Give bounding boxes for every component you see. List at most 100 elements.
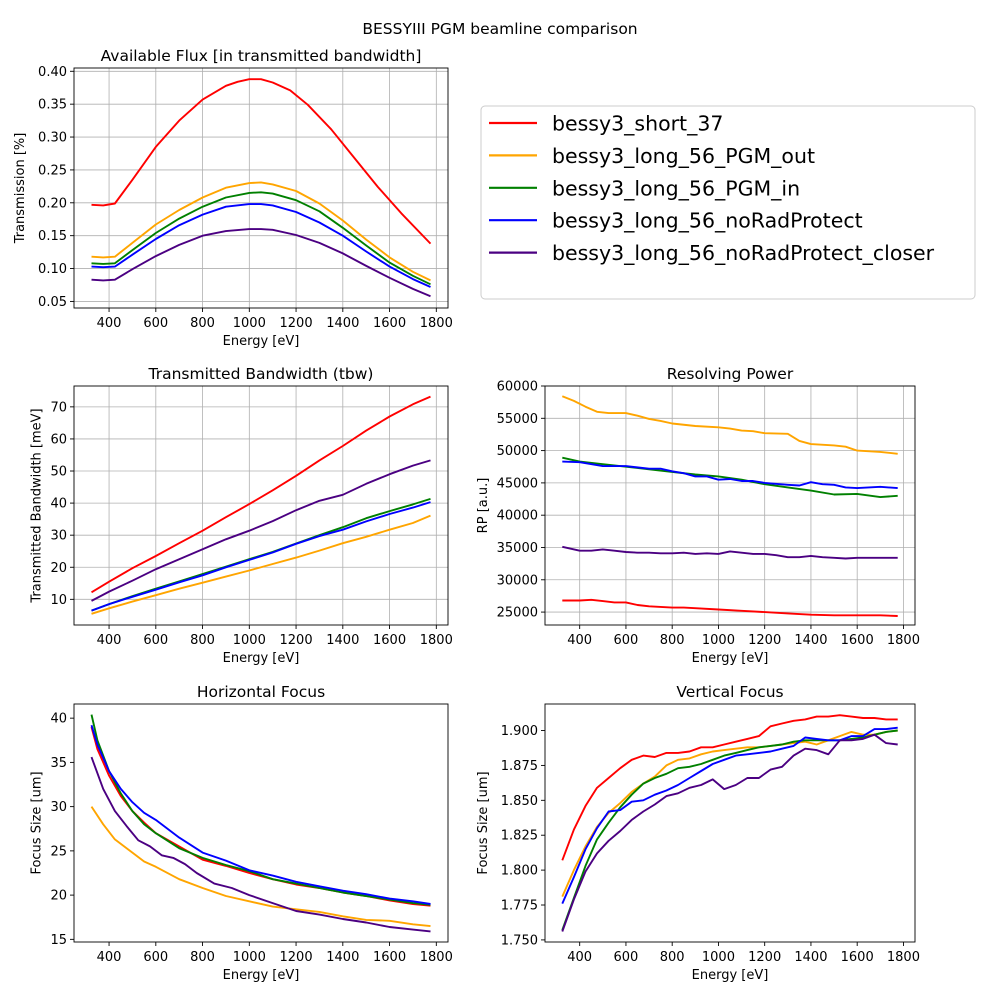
legend: bessy3_short_37 bessy3_long_56_PGM_outbes… <box>480 105 976 300</box>
series-group <box>91 78 432 298</box>
y-tick-label: 20 <box>50 561 67 576</box>
y-tick-label: 20 <box>50 889 67 904</box>
subplot-vfocus: 400 600 800 1000 1200 1400 1600 1800 1.750 1.775 1… <box>476 683 920 983</box>
x-tick-label: 1400 <box>326 316 359 331</box>
x-tick-label: 1800 <box>420 950 453 965</box>
legend-label: bessy3_long_56_PGM_out <box>552 144 815 169</box>
series-group <box>91 395 431 615</box>
series-line-bessy3_long_56_noRadProtect_closer <box>561 733 898 932</box>
x-tick-label: 600 <box>143 950 168 965</box>
series-line-bessy3_short_37 <box>561 714 898 861</box>
subplot-title: Transmitted Bandwidth (tbw) <box>148 365 374 383</box>
x-tick-label: 1200 <box>748 633 781 648</box>
axes-frame <box>544 703 916 943</box>
y-tick-label: 60 <box>50 432 67 447</box>
x-tick-label: 1200 <box>280 950 313 965</box>
x-axis-label: Energy [eV] <box>223 968 300 983</box>
y-tick-label: 0.30 <box>38 131 67 146</box>
series-line-bessy3_long_56_noRadProtect <box>90 724 431 905</box>
x-tick-label: 800 <box>190 633 215 648</box>
x-tick-label: 800 <box>190 950 215 965</box>
x-tick-label: 1600 <box>841 950 874 965</box>
axes-frame <box>544 385 916 626</box>
y-tick-label: 0.40 <box>38 65 67 80</box>
y-tick-label: 1.875 <box>501 759 538 774</box>
series-group <box>90 714 431 933</box>
y-tick-label: 15 <box>50 933 67 948</box>
subplot-title: Resolving Power <box>667 365 794 383</box>
legend-entry: bessy3_short_37 <box>489 112 723 137</box>
axes-frame <box>73 385 449 626</box>
x-tick-label: 1400 <box>794 950 827 965</box>
y-tick-label: 1.825 <box>501 829 538 844</box>
x-tick-label: 1800 <box>887 950 920 965</box>
y-tick-label: 25000 <box>497 606 538 621</box>
x-tick-label: 1800 <box>420 316 453 331</box>
y-axis-label: RP [a.u.] <box>476 478 491 534</box>
y-tick-label: 55000 <box>497 412 538 427</box>
x-tick-label: 600 <box>143 633 168 648</box>
x-tick-label: 400 <box>97 950 122 965</box>
x-tick-label: 1000 <box>233 633 266 648</box>
y-tick-label: 30 <box>50 529 67 544</box>
x-tick-label: 1000 <box>702 950 735 965</box>
subplot-title: Horizontal Focus <box>197 683 325 701</box>
legend-label: bessy3_long_56_PGM_in <box>552 176 800 201</box>
x-tick-label: 800 <box>660 950 685 965</box>
x-tick-label: 1600 <box>373 950 406 965</box>
x-tick-label: 1000 <box>702 633 735 648</box>
y-tick-label: 1.850 <box>501 794 538 809</box>
series-line-bessy3_long_56_PGM_out <box>561 395 898 455</box>
legend-entry: bessy3_long_56_noRadProtect_closer <box>489 241 935 266</box>
y-axis-label: Transmission [%] <box>13 133 28 245</box>
series-line-bessy3_long_56_noRadProtect_closer <box>91 459 431 602</box>
x-tick-label: 1400 <box>794 633 827 648</box>
x-axis-label: Energy [eV] <box>223 651 300 666</box>
series-line-bessy3_short_37 <box>91 395 431 594</box>
y-tick-label: 0.05 <box>38 295 67 310</box>
series-line-bessy3_long_56_noRadProtect_closer <box>90 756 431 933</box>
subplot-title: Available Flux [in transmitted bandwidth… <box>101 47 422 65</box>
subplot-rp: 400 600 800 1000 1200 1400 1600 1800 25000 30000 3… <box>476 365 920 666</box>
y-tick-label: 40 <box>50 712 67 727</box>
x-tick-label: 800 <box>190 316 215 331</box>
series-line-bessy3_long_56_PGM_out <box>91 181 431 282</box>
series-line-bessy3_long_56_noRadProtect <box>91 501 431 612</box>
y-axis-label: Focus Size [um] <box>476 771 491 874</box>
x-tick-label: 1200 <box>748 950 781 965</box>
y-tick-label: 40000 <box>497 509 538 524</box>
x-tick-label: 1200 <box>280 316 313 331</box>
series-line-bessy3_long_56_PGM_out <box>90 806 431 928</box>
x-tick-label: 400 <box>567 950 592 965</box>
y-tick-label: 35000 <box>497 541 538 556</box>
y-tick-label: 45000 <box>497 476 538 491</box>
y-tick-label: 30000 <box>497 573 538 588</box>
series-line-bessy3_long_56_PGM_in <box>90 714 431 906</box>
y-tick-label: 0.35 <box>38 98 67 113</box>
y-tick-label: 50 <box>50 465 67 480</box>
series-line-bessy3_long_56_noRadProtect <box>562 460 898 490</box>
x-tick-label: 400 <box>97 316 122 331</box>
legend-entry: bessy3_long_56_PGM_in <box>489 176 800 201</box>
x-tick-label: 600 <box>614 633 639 648</box>
y-tick-label: 70 <box>50 400 67 415</box>
x-tick-label: 1200 <box>280 633 313 648</box>
x-tick-label: 1000 <box>233 950 266 965</box>
axes-frame <box>73 703 449 943</box>
y-tick-label: 60000 <box>497 380 538 395</box>
legend-label: bessy3_short_37 <box>552 112 723 137</box>
subplot-title: Vertical Focus <box>676 683 783 701</box>
x-tick-label: 1400 <box>326 633 359 648</box>
y-tick-label: 10 <box>50 593 67 608</box>
legend-box <box>480 105 976 300</box>
legend-label: bessy3_long_56_noRadProtect_closer <box>552 241 935 266</box>
series-group <box>561 395 898 617</box>
y-tick-label: 50000 <box>497 444 538 459</box>
x-tick-label: 1600 <box>373 633 406 648</box>
x-tick-label: 400 <box>97 633 122 648</box>
x-axis-label: Energy [eV] <box>692 968 769 983</box>
series-group <box>561 714 898 932</box>
y-tick-label: 1.750 <box>501 933 538 948</box>
y-tick-label: 0.20 <box>38 196 67 211</box>
legend-entry: bessy3_long_56_PGM_out <box>489 144 815 169</box>
